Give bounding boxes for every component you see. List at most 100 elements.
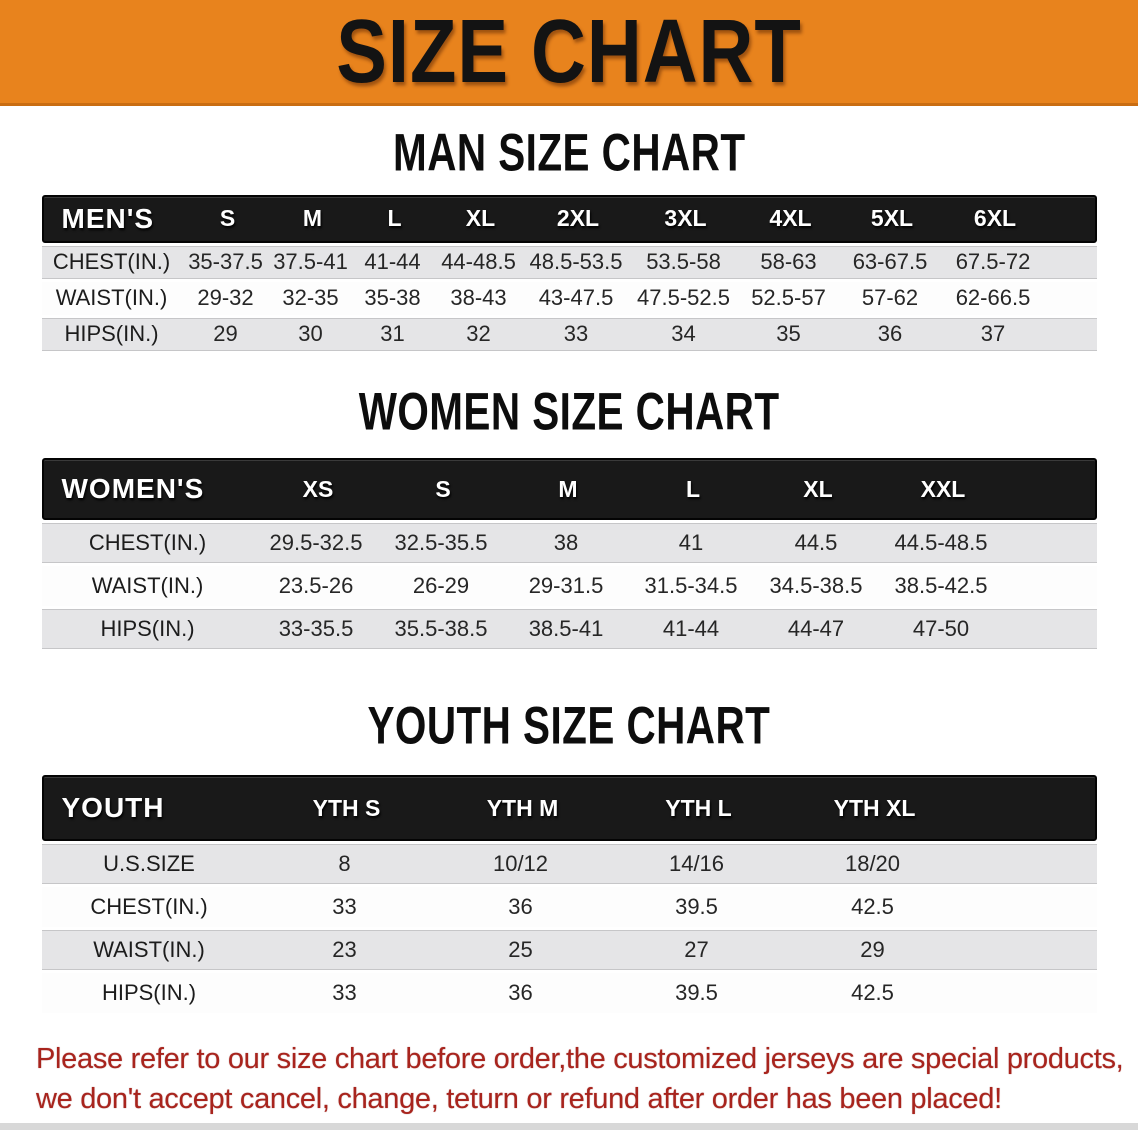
size-value-cell: 33	[332, 980, 357, 1006]
size-value-cell: 29	[213, 321, 238, 347]
men-column-header-xl: XL	[465, 205, 496, 232]
size-value-cell: 26-29	[412, 573, 470, 599]
youth-table-corner-label: YOUTH	[61, 792, 165, 824]
size-value-cell: 63-67.5	[852, 249, 928, 275]
size-value-cell: 52.5-57	[751, 285, 826, 311]
size-value-cell: 8	[338, 851, 351, 877]
size-value-cell: 38-43	[450, 285, 507, 311]
size-value-cell: 38.5-42.5	[894, 573, 988, 599]
row-label: HIPS(IN.)	[101, 980, 197, 1006]
size-value-cell: 62-66.5	[955, 285, 1031, 311]
size-value-cell: 48.5-53.5	[529, 249, 623, 275]
row-label: CHEST(IN.)	[90, 894, 208, 920]
size-chart-sections: MAN SIZE CHART MEN'S S M L XL 2XL 3XL 4XL 5XL 6XL C…	[0, 123, 1138, 1014]
row-label: CHEST(IN.)	[88, 530, 207, 556]
size-value-cell: 29.5-32.5	[269, 530, 363, 556]
row-label: WAIST(IN.)	[93, 937, 205, 963]
women-row-waist-in: WAIST(IN.) 23.5-26 26-29 29-31.5 31.5-34.5 34…	[41, 566, 1097, 607]
size-value-cell: 39.5	[675, 894, 718, 920]
women-size-section: WOMEN SIZE CHART WOMEN'S XS S M L XL XXL CHEST(I…	[0, 382, 1138, 650]
men-column-header-3xl: 3XL	[664, 205, 707, 232]
youth-row-chest-in: CHEST(IN.) 33 36 39.5 42.5	[41, 887, 1097, 928]
men-row-chest-in: CHEST(IN.) 35-37.5 37.5-41 41-44 44-48.5 48.5…	[41, 245, 1097, 279]
disclaimer: Please refer to our size chart before or…	[0, 1039, 1138, 1119]
men-column-header-6xl: 6XL	[973, 205, 1017, 232]
women-size-table: WOMEN'S XS S M L XL XXL CHEST(IN.) 29.5-32.5 32.5…	[41, 458, 1097, 650]
men-column-header-s: S	[219, 205, 236, 232]
size-value-cell: 35.5-38.5	[394, 616, 488, 642]
men-table-corner-label: MEN'S	[61, 202, 155, 234]
size-value-cell: 34	[671, 321, 696, 347]
row-label: WAIST(IN.)	[91, 573, 204, 599]
men-size-section: MAN SIZE CHART MEN'S S M L XL 2XL 3XL 4XL 5XL 6XL C…	[0, 123, 1138, 351]
disclaimer-line-1: Please refer to our size chart before or…	[36, 1043, 1124, 1076]
size-value-cell: 23	[332, 937, 357, 963]
youth-row-u-s-size: U.S.SIZE 8 10/12 14/16 18/20	[41, 844, 1097, 885]
women-size-chart-title: WOMEN SIZE CHART	[0, 382, 1138, 439]
men-column-header-4xl: 4XL	[769, 205, 812, 232]
size-value-cell: 43-47.5	[538, 285, 614, 311]
size-value-cell: 41-44	[364, 249, 421, 275]
size-value-cell: 42.5	[851, 894, 894, 920]
size-value-cell: 44-48.5	[441, 249, 516, 275]
men-size-chart-title-text: MAN SIZE CHART	[392, 121, 746, 182]
women-column-header-m: M	[558, 475, 578, 502]
men-size-table: MEN'S S M L XL 2XL 3XL 4XL 5XL 6XL CHEST(IN.) 35-37…	[41, 194, 1097, 351]
women-column-header-xxl: XXL	[920, 475, 966, 502]
youth-size-table: YOUTH YTH S YTH M YTH L YTH XL U.S.SIZE 8 10/12…	[41, 775, 1097, 1014]
size-value-cell: 31.5-34.5	[644, 573, 738, 599]
women-column-header-s: S	[435, 475, 451, 502]
youth-table-header-row: YOUTH YTH S YTH M YTH L YTH XL	[41, 775, 1097, 842]
size-value-cell: 41-44	[662, 616, 720, 642]
size-value-cell: 35	[776, 321, 801, 347]
youth-row-hips-in: HIPS(IN.) 33 36 39.5 42.5	[41, 973, 1097, 1014]
row-label: HIPS(IN.)	[64, 321, 159, 347]
men-column-header-5xl: 5XL	[870, 205, 914, 232]
size-value-cell: 27	[684, 937, 709, 963]
men-row-hips-in: HIPS(IN.) 29 30 31 32 33 34 35 36 37	[41, 317, 1097, 351]
size-value-cell: 36	[508, 980, 533, 1006]
size-value-cell: 14/16	[668, 851, 725, 877]
size-value-cell: 30	[298, 321, 323, 347]
size-value-cell: 58-63	[760, 249, 817, 275]
size-value-cell: 39.5	[675, 980, 718, 1006]
men-column-header-m: M	[302, 205, 323, 232]
size-value-cell: 37.5-41	[273, 249, 348, 275]
women-column-header-l: L	[685, 475, 701, 502]
size-value-cell: 47.5-52.5	[637, 285, 730, 311]
row-label: WAIST(IN.)	[55, 285, 168, 311]
youth-column-header-yth-m: YTH M	[486, 794, 559, 821]
youth-size-section: YOUTH SIZE CHART YOUTH YTH S YTH M YTH L YTH …	[0, 697, 1138, 1014]
size-value-cell: 36	[508, 894, 533, 920]
size-value-cell: 34.5-38.5	[769, 573, 863, 599]
size-value-cell: 32-35	[282, 285, 339, 311]
size-value-cell: 33	[563, 321, 589, 347]
size-value-cell: 33-35.5	[278, 616, 354, 642]
youth-column-header-yth-xl: YTH XL	[833, 794, 916, 821]
size-value-cell: 32.5-35.5	[394, 530, 488, 556]
size-value-cell: 38.5-41	[528, 616, 604, 642]
size-value-cell: 25	[508, 937, 533, 963]
youth-size-chart-title: YOUTH SIZE CHART	[0, 697, 1138, 754]
size-value-cell: 67.5-72	[955, 249, 1031, 275]
men-table-header-row: MEN'S S M L XL 2XL 3XL 4XL 5XL 6XL	[41, 194, 1097, 243]
youth-row-waist-in: WAIST(IN.) 23 25 27 29	[41, 930, 1097, 971]
women-row-hips-in: HIPS(IN.) 33-35.5 35.5-38.5 38.5-41 41-44 44-…	[41, 609, 1097, 650]
women-table-corner-label: WOMEN'S	[61, 473, 205, 505]
size-value-cell: 38	[553, 530, 579, 556]
size-value-cell: 53.5-58	[646, 249, 721, 275]
size-value-cell: 23.5-26	[278, 573, 354, 599]
size-value-cell: 31	[380, 321, 405, 347]
size-value-cell: 35-37.5	[188, 249, 263, 275]
disclaimer-line-2: we don't accept cancel, change, teturn o…	[36, 1083, 1002, 1116]
size-value-cell: 57-62	[861, 285, 919, 311]
men-column-header-2xl: 2XL	[556, 205, 600, 232]
youth-size-chart-title-text: YOUTH SIZE CHART	[367, 695, 771, 756]
size-value-cell: 44-47	[787, 616, 845, 642]
size-value-cell: 29	[860, 937, 885, 963]
women-size-chart-title-text: WOMEN SIZE CHART	[358, 380, 780, 441]
row-label: CHEST(IN.)	[52, 249, 171, 275]
row-label: U.S.SIZE	[103, 851, 195, 877]
women-row-chest-in: CHEST(IN.) 29.5-32.5 32.5-35.5 38 41 44.5 44.5…	[41, 523, 1097, 564]
size-value-cell: 44.5-48.5	[894, 530, 988, 556]
